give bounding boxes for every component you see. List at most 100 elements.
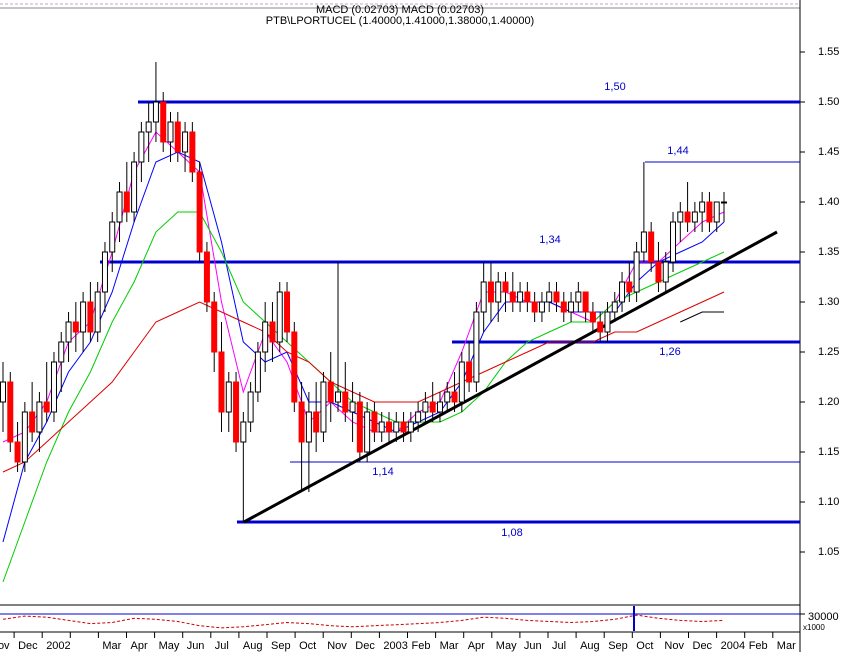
x-tick-label: Feb <box>412 640 431 652</box>
candle-body <box>444 391 451 403</box>
candle-body <box>378 421 385 433</box>
candle-body <box>131 161 138 213</box>
y-tick-label: 1.55 <box>818 46 839 58</box>
x-tick-label: 2003 <box>383 640 407 652</box>
candle-body <box>116 191 123 223</box>
candle-body <box>524 291 531 303</box>
candle-body <box>284 291 291 333</box>
candle-body <box>670 221 677 263</box>
candle-body <box>87 301 94 333</box>
y-tick-label: 1.40 <box>818 196 839 208</box>
level-label: 1,44 <box>667 145 688 157</box>
chart-title: PTB\LPORTUCEL (1.40000,1.41000,1.38000,1… <box>266 15 534 27</box>
x-tick-label: Mar <box>102 640 121 652</box>
candle-body <box>589 311 596 323</box>
candle-body <box>677 211 684 223</box>
candle-body <box>123 191 130 213</box>
candle-body <box>174 121 181 153</box>
moving-average <box>2 291 725 473</box>
candle-body <box>633 251 640 293</box>
x-tick-label: May <box>159 640 180 652</box>
candle-body <box>14 441 21 463</box>
y-tick-label: 1.10 <box>818 496 839 508</box>
candle-body <box>109 221 116 253</box>
candle-body <box>429 401 436 413</box>
candle-body <box>320 381 327 433</box>
x-tick-label: Dec <box>355 640 375 652</box>
y-tick-label: 1.35 <box>818 246 839 258</box>
candle-body <box>225 381 232 413</box>
candle-body <box>356 401 363 453</box>
candle-body <box>298 401 305 443</box>
candle-body <box>517 291 524 303</box>
candle-body <box>72 321 79 333</box>
x-tick-label: Dec <box>693 640 713 652</box>
candle-body <box>648 231 655 263</box>
candle-body <box>575 291 582 303</box>
candle-body <box>203 251 210 303</box>
candle-body <box>699 201 706 213</box>
candle-body <box>531 301 538 313</box>
candle-body <box>327 381 334 403</box>
candle-body <box>611 301 618 313</box>
candle-body <box>538 301 545 313</box>
candle-body <box>407 421 414 433</box>
x-tick-label: Jun <box>187 640 205 652</box>
y-tick-label: 1.30 <box>818 296 839 308</box>
candle-body <box>706 201 713 223</box>
candle-body <box>553 291 560 303</box>
x-tick-label: Sep <box>271 640 291 652</box>
plot-area <box>0 62 800 629</box>
candle-body <box>597 321 604 333</box>
candle-body <box>262 321 269 353</box>
candle-body <box>29 411 36 433</box>
candle-body <box>371 411 378 433</box>
candle-body <box>487 281 494 303</box>
candle-body <box>211 301 218 353</box>
macd-tick-label: 30000 <box>808 611 839 623</box>
candle-body <box>182 131 189 153</box>
macd-line <box>2 614 725 629</box>
level-label: 1,14 <box>372 466 393 478</box>
candle-body <box>655 261 662 283</box>
candle-body <box>189 131 196 173</box>
candle-body <box>473 311 480 383</box>
x-tick-label: Apr <box>131 640 148 652</box>
indicator-label: MACD (0.02703) MACD (0.02703) <box>316 4 484 16</box>
candle-body <box>276 291 283 343</box>
candle-body <box>415 411 422 423</box>
candle-body <box>0 381 6 403</box>
x-tick-label: Mar <box>777 640 796 652</box>
candle-body <box>342 391 349 413</box>
candle-body <box>451 391 458 403</box>
x-tick-label: Jul <box>215 640 229 652</box>
level-label: 1,26 <box>659 346 680 358</box>
x-tick-label: Oct <box>636 640 653 652</box>
candle-body <box>50 361 57 413</box>
x-tick-label: 2004 <box>721 640 745 652</box>
trend-line <box>243 230 778 524</box>
candle-body <box>269 321 276 343</box>
macd-unit: x1000 <box>803 623 825 632</box>
candle-body <box>167 121 174 143</box>
candle-body <box>233 381 240 443</box>
x-tick-label: 2002 <box>46 640 70 652</box>
candle-body <box>247 391 254 423</box>
candle-body <box>568 301 575 313</box>
x-tick-label: Feb <box>749 640 768 652</box>
x-tick-label: Nov <box>664 640 684 652</box>
x-tick-label: Apr <box>468 640 485 652</box>
y-tick-label: 1.45 <box>818 146 839 158</box>
candle-body <box>291 331 298 403</box>
x-tick-label: Mar <box>440 640 459 652</box>
x-tick-label: Nov <box>327 640 347 652</box>
candle-body <box>152 101 159 123</box>
candle-body <box>582 291 589 313</box>
candle-body <box>254 351 261 393</box>
candle-body <box>21 411 28 463</box>
candle-body <box>393 421 400 433</box>
x-tick-label: Sep <box>608 640 628 652</box>
y-tick-label: 1.05 <box>818 546 839 558</box>
x-tick-label: Jun <box>524 640 542 652</box>
